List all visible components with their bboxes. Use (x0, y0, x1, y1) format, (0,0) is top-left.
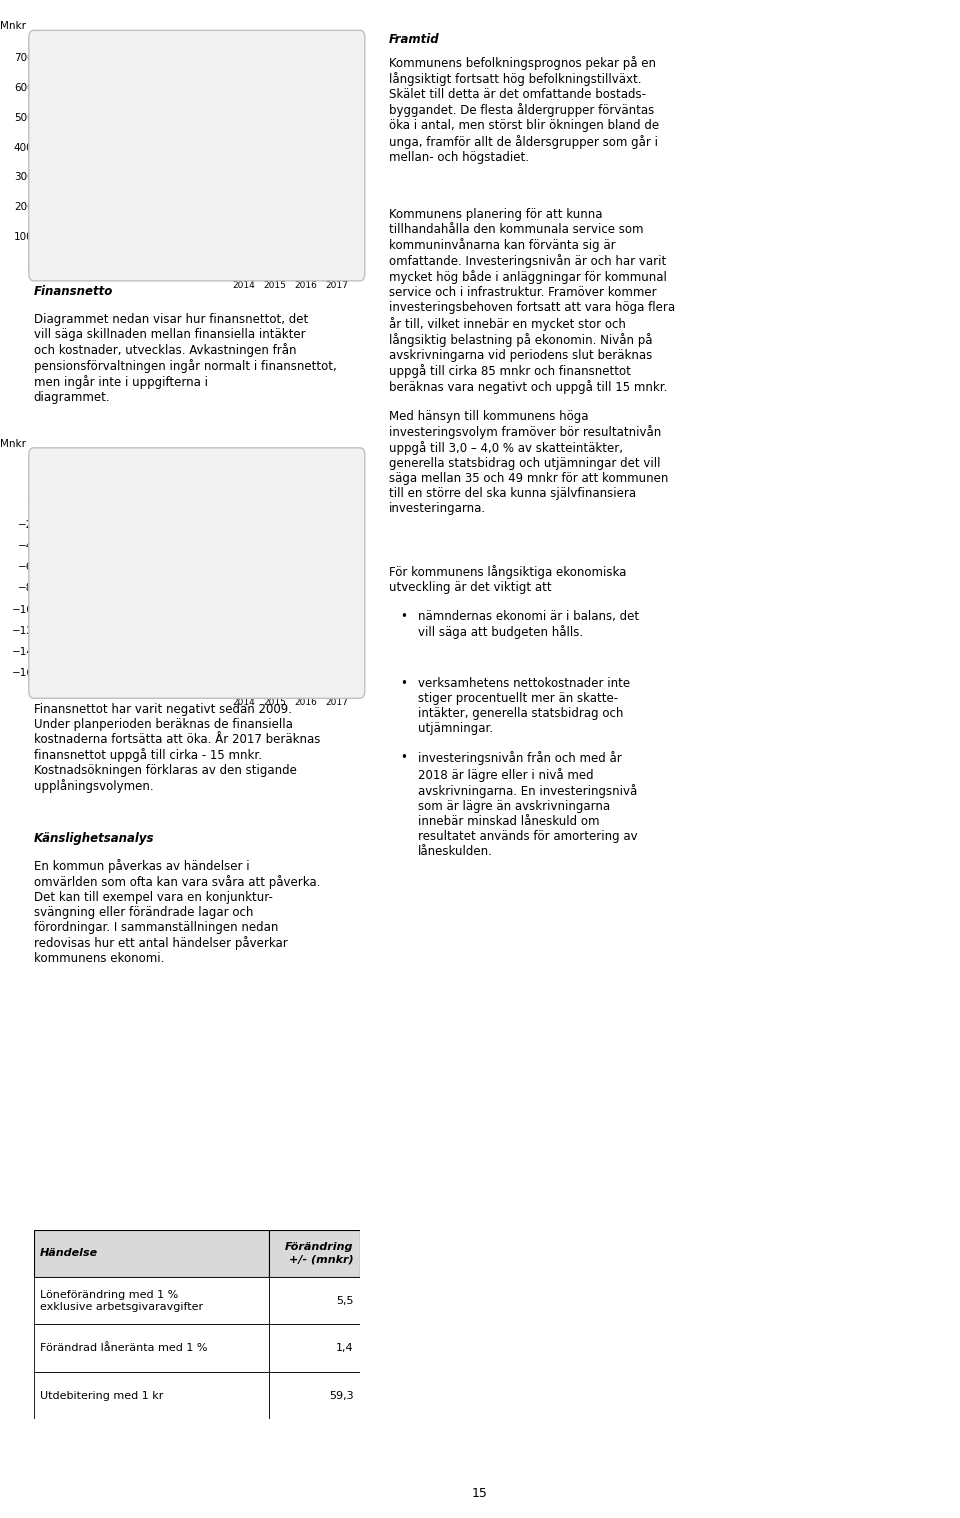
Bar (233, 117, 253, 266)
Text: 15: 15 (472, 1486, 488, 1500)
Title: Finansnetto: Finansnetto (150, 455, 244, 469)
Text: 0: 0 (85, 490, 91, 499)
Bar (34, 1372, 269, 1419)
Bar (140, 170, 160, 266)
Text: 1,4: 1,4 (336, 1343, 353, 1353)
Bar (203, 117, 223, 266)
Text: -14: -14 (299, 656, 313, 665)
Bar (109, 502, 130, 534)
Bar (109, 188, 130, 266)
Text: -3: -3 (114, 539, 124, 548)
Text: Känslighetsanalys: Känslighetsanalys (34, 832, 155, 846)
Text: För kommunens långsiktiga ekonomiska
utveckling är det viktigt att: För kommunens långsiktiga ekonomiska utv… (389, 565, 626, 594)
Text: Kommunens planering för att kunna
tillhandahålla den kommunala service som
kommu: Kommunens planering för att kunna tillha… (389, 208, 675, 395)
Text: 580: 580 (266, 80, 283, 90)
Text: 5,5: 5,5 (336, 1296, 353, 1305)
Bar (171, 141, 191, 266)
Bar (326, 502, 347, 662)
Text: Utdebitering med 1 kr: Utdebitering med 1 kr (40, 1390, 163, 1401)
Text: 660: 660 (328, 58, 346, 67)
Text: Förändrad låneränta med 1 %: Förändrad låneränta med 1 % (40, 1343, 207, 1353)
Text: Mnkr: Mnkr (0, 439, 26, 449)
Bar (171, 502, 191, 609)
Bar (296, 83, 316, 266)
Text: Händelse: Händelse (40, 1248, 98, 1258)
Text: Kommunens befolkningsprognos pekar på en
långsiktigt fortsatt hög befolkningstil: Kommunens befolkningsprognos pekar på en… (389, 56, 659, 164)
Text: En kommun påverkas av händelser i
omvärlden som ofta kan vara svåra att påverka.: En kommun påverkas av händelser i omvärl… (34, 859, 320, 965)
Text: Mnkr: Mnkr (0, 21, 26, 32)
Bar (34, 1230, 269, 1277)
Text: 500: 500 (204, 105, 221, 114)
Text: -10: -10 (204, 613, 220, 622)
Text: Finansnettot har varit negativt sedan 2009.
Under planperioden beräknas de finan: Finansnettot har varit negativt sedan 20… (34, 703, 320, 794)
Bar (269, 1324, 360, 1372)
Bar (78, 216, 98, 266)
Text: -15: -15 (329, 666, 344, 676)
Bar (34, 1277, 269, 1324)
Text: 59,3: 59,3 (329, 1390, 353, 1401)
Text: 260: 260 (110, 176, 128, 185)
Text: 420: 420 (173, 129, 190, 138)
Text: Framtid: Framtid (389, 33, 440, 47)
Bar (203, 502, 223, 609)
Text: 16: 16 (51, 249, 62, 258)
Text: Förändring
+/- (mnkr): Förändring +/- (mnkr) (285, 1243, 353, 1264)
Text: -10: -10 (143, 613, 157, 622)
Bar (34, 1324, 269, 1372)
Text: -11: -11 (236, 624, 251, 633)
Text: verksamhetens nettokostnader inte
stiger procentuellt mer än skatte-
intäkter, g: verksamhetens nettokostnader inte stiger… (418, 677, 630, 735)
Text: •: • (400, 751, 407, 765)
Text: Finansnetto: Finansnetto (34, 285, 113, 299)
Bar (264, 93, 284, 266)
Text: Diagrammet nedan visar hur finansnettot, det
vill säga skillnaden mellan finansi: Diagrammet nedan visar hur finansnettot,… (34, 313, 336, 404)
Bar (140, 502, 160, 609)
Bar (269, 1372, 360, 1419)
Title: Låneskuld: Låneskuld (157, 33, 236, 47)
Text: -10: -10 (174, 613, 189, 622)
Bar (269, 1230, 360, 1277)
Text: 170: 170 (80, 203, 97, 213)
Text: -13: -13 (267, 645, 282, 654)
Bar (326, 70, 347, 266)
Text: Med hänsyn till kommunens höga
investeringsvolym framöver bör resultatnivån
uppg: Med hänsyn till kommunens höga investeri… (389, 410, 668, 515)
Bar (296, 502, 316, 651)
Text: 0: 0 (54, 490, 60, 499)
Text: 500: 500 (235, 105, 252, 114)
Bar (264, 502, 284, 641)
Text: 615: 615 (297, 71, 314, 80)
Bar (233, 502, 253, 619)
Text: •: • (400, 610, 407, 624)
Bar (269, 1277, 360, 1324)
Text: investeringsnivån från och med år
2018 är lägre eller i nivå med
avskrivningarna: investeringsnivån från och med år 2018 ä… (418, 751, 637, 858)
Text: •: • (400, 677, 407, 691)
Text: nämndernas ekonomi är i balans, det
vill säga att budgeten hålls.: nämndernas ekonomi är i balans, det vill… (418, 610, 638, 639)
Text: 320: 320 (142, 158, 158, 167)
Bar (47, 261, 67, 266)
Text: Löneförändring med 1 %
exklusive arbetsgivaravgifter: Löneförändring med 1 % exklusive arbetsg… (40, 1290, 204, 1312)
